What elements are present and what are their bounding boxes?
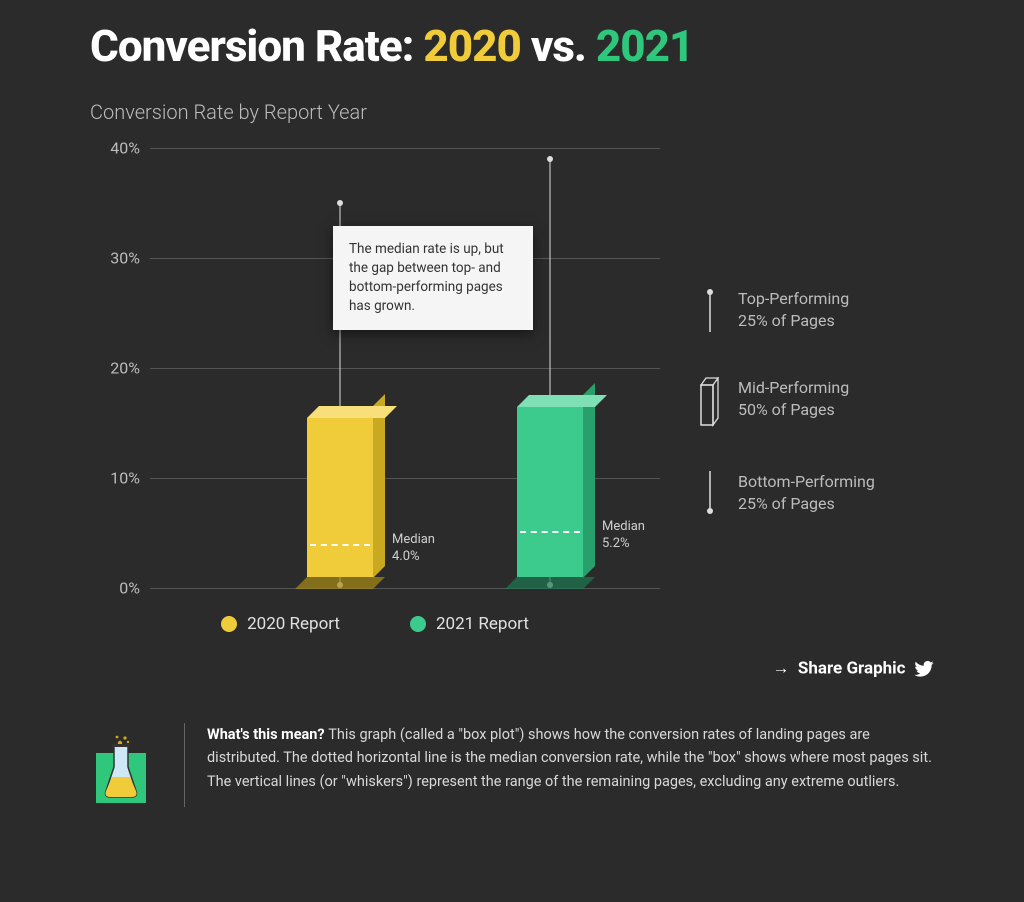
beaker-icon	[90, 723, 160, 807]
arrow-right-icon: →	[772, 659, 789, 679]
title-prefix: Conversion Rate:	[90, 20, 423, 72]
legend-dot-icon	[410, 616, 426, 632]
side-legend: Top-Performing25% of Pages Mid-Performing…	[700, 148, 934, 634]
box-icon	[700, 377, 720, 427]
whisker-top-icon	[700, 288, 720, 332]
boxplot-y2020: Median4.0%	[300, 148, 380, 588]
share-graphic-button[interactable]: → Share Graphic	[90, 658, 934, 679]
legend-label: 2020 Report	[247, 614, 340, 634]
median-label-y2021: Median5.2%	[602, 519, 645, 553]
boxplot-y2021: Median5.2%	[510, 148, 590, 588]
chart-area: 0%10%20%30%40% Median4.0%Median5.2% The …	[90, 148, 660, 634]
median-label-y2020: Median4.0%	[392, 532, 435, 566]
title-year1: 2020	[423, 20, 521, 72]
side-legend-text: Mid-Performing50% of Pages	[738, 377, 849, 422]
legend-dot-icon	[221, 616, 237, 632]
twitter-icon	[914, 659, 934, 679]
explanation-text: What's this mean? This graph (called a "…	[184, 723, 934, 807]
whisker-bot-icon	[700, 471, 720, 515]
boxplot-container: Median4.0% Median5.2%	[150, 148, 660, 588]
chart-subtitle: Conversion Rate by Report Year	[90, 100, 934, 124]
page-title: Conversion Rate: 2020 vs. 2021	[90, 20, 934, 72]
legend-item-y2021: 2021 Report	[410, 614, 529, 634]
legend-label: 2021 Report	[436, 614, 529, 634]
explanation-lead: What's this mean?	[207, 726, 328, 743]
legend-item-y2020: 2020 Report	[221, 614, 340, 634]
explanation-box: What's this mean? This graph (called a "…	[90, 723, 934, 807]
side-legend-item: Top-Performing25% of Pages	[700, 288, 934, 333]
title-mid: vs.	[521, 20, 596, 72]
share-label: Share Graphic	[798, 659, 906, 679]
x-legend: 2020 Report 2021 Report	[90, 614, 660, 634]
side-legend-item: Bottom-Performing25% of Pages	[700, 471, 934, 516]
side-legend-text: Bottom-Performing25% of Pages	[738, 471, 875, 516]
side-legend-text: Top-Performing25% of Pages	[738, 288, 849, 333]
chart-annotation-text: The median rate is up, but the gap betwe…	[349, 241, 504, 314]
side-legend-item: Mid-Performing50% of Pages	[700, 377, 934, 427]
chart-annotation: The median rate is up, but the gap betwe…	[333, 226, 533, 330]
title-year2: 2021	[596, 20, 694, 72]
